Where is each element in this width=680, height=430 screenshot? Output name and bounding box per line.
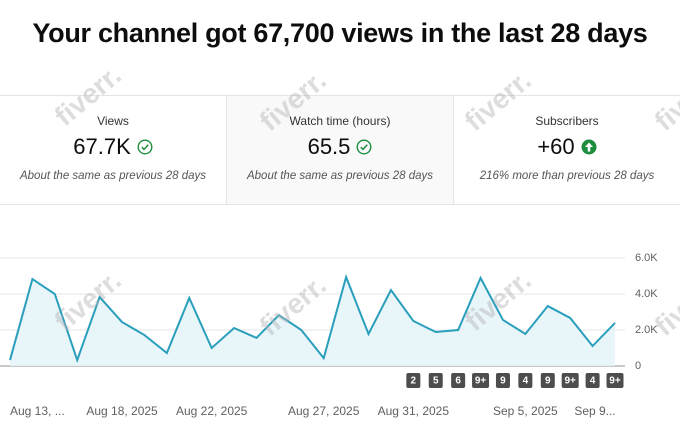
- y-tick-label: 0: [635, 360, 641, 372]
- video-marker: [585, 373, 600, 388]
- y-tick-label: 6.0K: [635, 252, 658, 264]
- video-marker-label: 2: [411, 376, 417, 387]
- trend-icon: [137, 139, 153, 155]
- x-tick-label: Aug 22, 2025: [176, 404, 248, 418]
- video-marker: [451, 373, 466, 388]
- x-tick-label: Aug 13, ...: [10, 404, 65, 418]
- video-marker-label: 9: [545, 376, 551, 387]
- video-marker-label: 4: [523, 376, 529, 387]
- metric-value-row: 67.7K: [0, 134, 226, 160]
- x-tick-label: Aug 27, 2025: [288, 404, 360, 418]
- video-marker: [518, 373, 533, 388]
- video-marker: [606, 373, 624, 388]
- metric-note: 216% more than previous 28 days: [479, 170, 655, 182]
- y-tick-label: 2.0K: [635, 324, 658, 336]
- video-marker-label: 9+: [609, 376, 621, 387]
- metric-value-row: +60: [454, 134, 680, 160]
- video-marker: [428, 373, 443, 388]
- icon-circle: [137, 139, 153, 155]
- x-tick-label: Aug 31, 2025: [378, 404, 450, 418]
- trend-icon: [581, 139, 597, 155]
- metric-note: About the same as previous 28 days: [246, 170, 434, 182]
- metric-value-row: 65.5: [227, 134, 453, 160]
- metric-value: 65.5: [307, 134, 351, 159]
- metric-card: Subscribers +60 216% more than previous 28…: [454, 96, 680, 204]
- metric-note: About the same as previous 28 days: [19, 170, 207, 182]
- area-fill: [10, 277, 615, 366]
- icon-circle: [356, 139, 372, 155]
- x-tick-label: Sep 5, 2025: [493, 404, 558, 418]
- metric-card: Watch time (hours) 65.5 About the same as …: [227, 96, 454, 204]
- metric-label: Watch time (hours): [289, 114, 391, 128]
- title: Your channel got 67,700 views in the las…: [32, 18, 648, 48]
- video-marker-label: 9: [500, 376, 506, 387]
- metric-label: Views: [97, 114, 129, 128]
- x-tick-label: Aug 18, 2025: [86, 404, 158, 418]
- metric-label: Subscribers: [535, 114, 599, 128]
- video-marker-label: 5: [433, 376, 439, 387]
- video-marker-label: 6: [455, 376, 461, 387]
- video-marker: [472, 373, 490, 388]
- video-marker: [495, 373, 510, 388]
- metric-card: Views 67.7K About the same as previous 28 …: [0, 96, 227, 204]
- video-marker-label: 4: [590, 376, 596, 387]
- video-marker: [540, 373, 555, 388]
- icon-arrow: [584, 142, 593, 152]
- x-tick-label: Sep 9...: [574, 404, 615, 418]
- metric-cards: Views 67.7K About the same as previous 28 …: [0, 95, 680, 205]
- video-marker-label: 9+: [564, 376, 576, 387]
- trend-icon: [356, 139, 372, 155]
- y-tick-label: 4.0K: [635, 288, 658, 300]
- icon-check: [141, 144, 149, 151]
- line: [9, 273, 616, 364]
- metric-value: 67.7K: [73, 134, 131, 159]
- icon-check: [360, 144, 369, 151]
- video-marker: [561, 373, 579, 388]
- video-marker-label: 9+: [475, 376, 487, 387]
- video-marker: [406, 373, 421, 388]
- metric-value: +60: [537, 134, 575, 159]
